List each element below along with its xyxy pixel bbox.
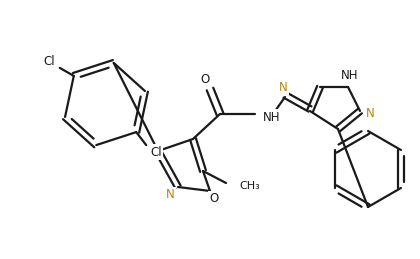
Text: NH: NH (263, 111, 281, 124)
Text: O: O (210, 192, 219, 205)
Text: O: O (200, 73, 210, 85)
Text: CH₃: CH₃ (239, 181, 260, 191)
Text: Cl: Cl (150, 146, 162, 159)
Text: Cl: Cl (43, 55, 55, 68)
Text: N: N (165, 189, 174, 202)
Text: N: N (278, 81, 287, 93)
Text: NH: NH (341, 68, 359, 82)
Text: N: N (366, 106, 374, 119)
